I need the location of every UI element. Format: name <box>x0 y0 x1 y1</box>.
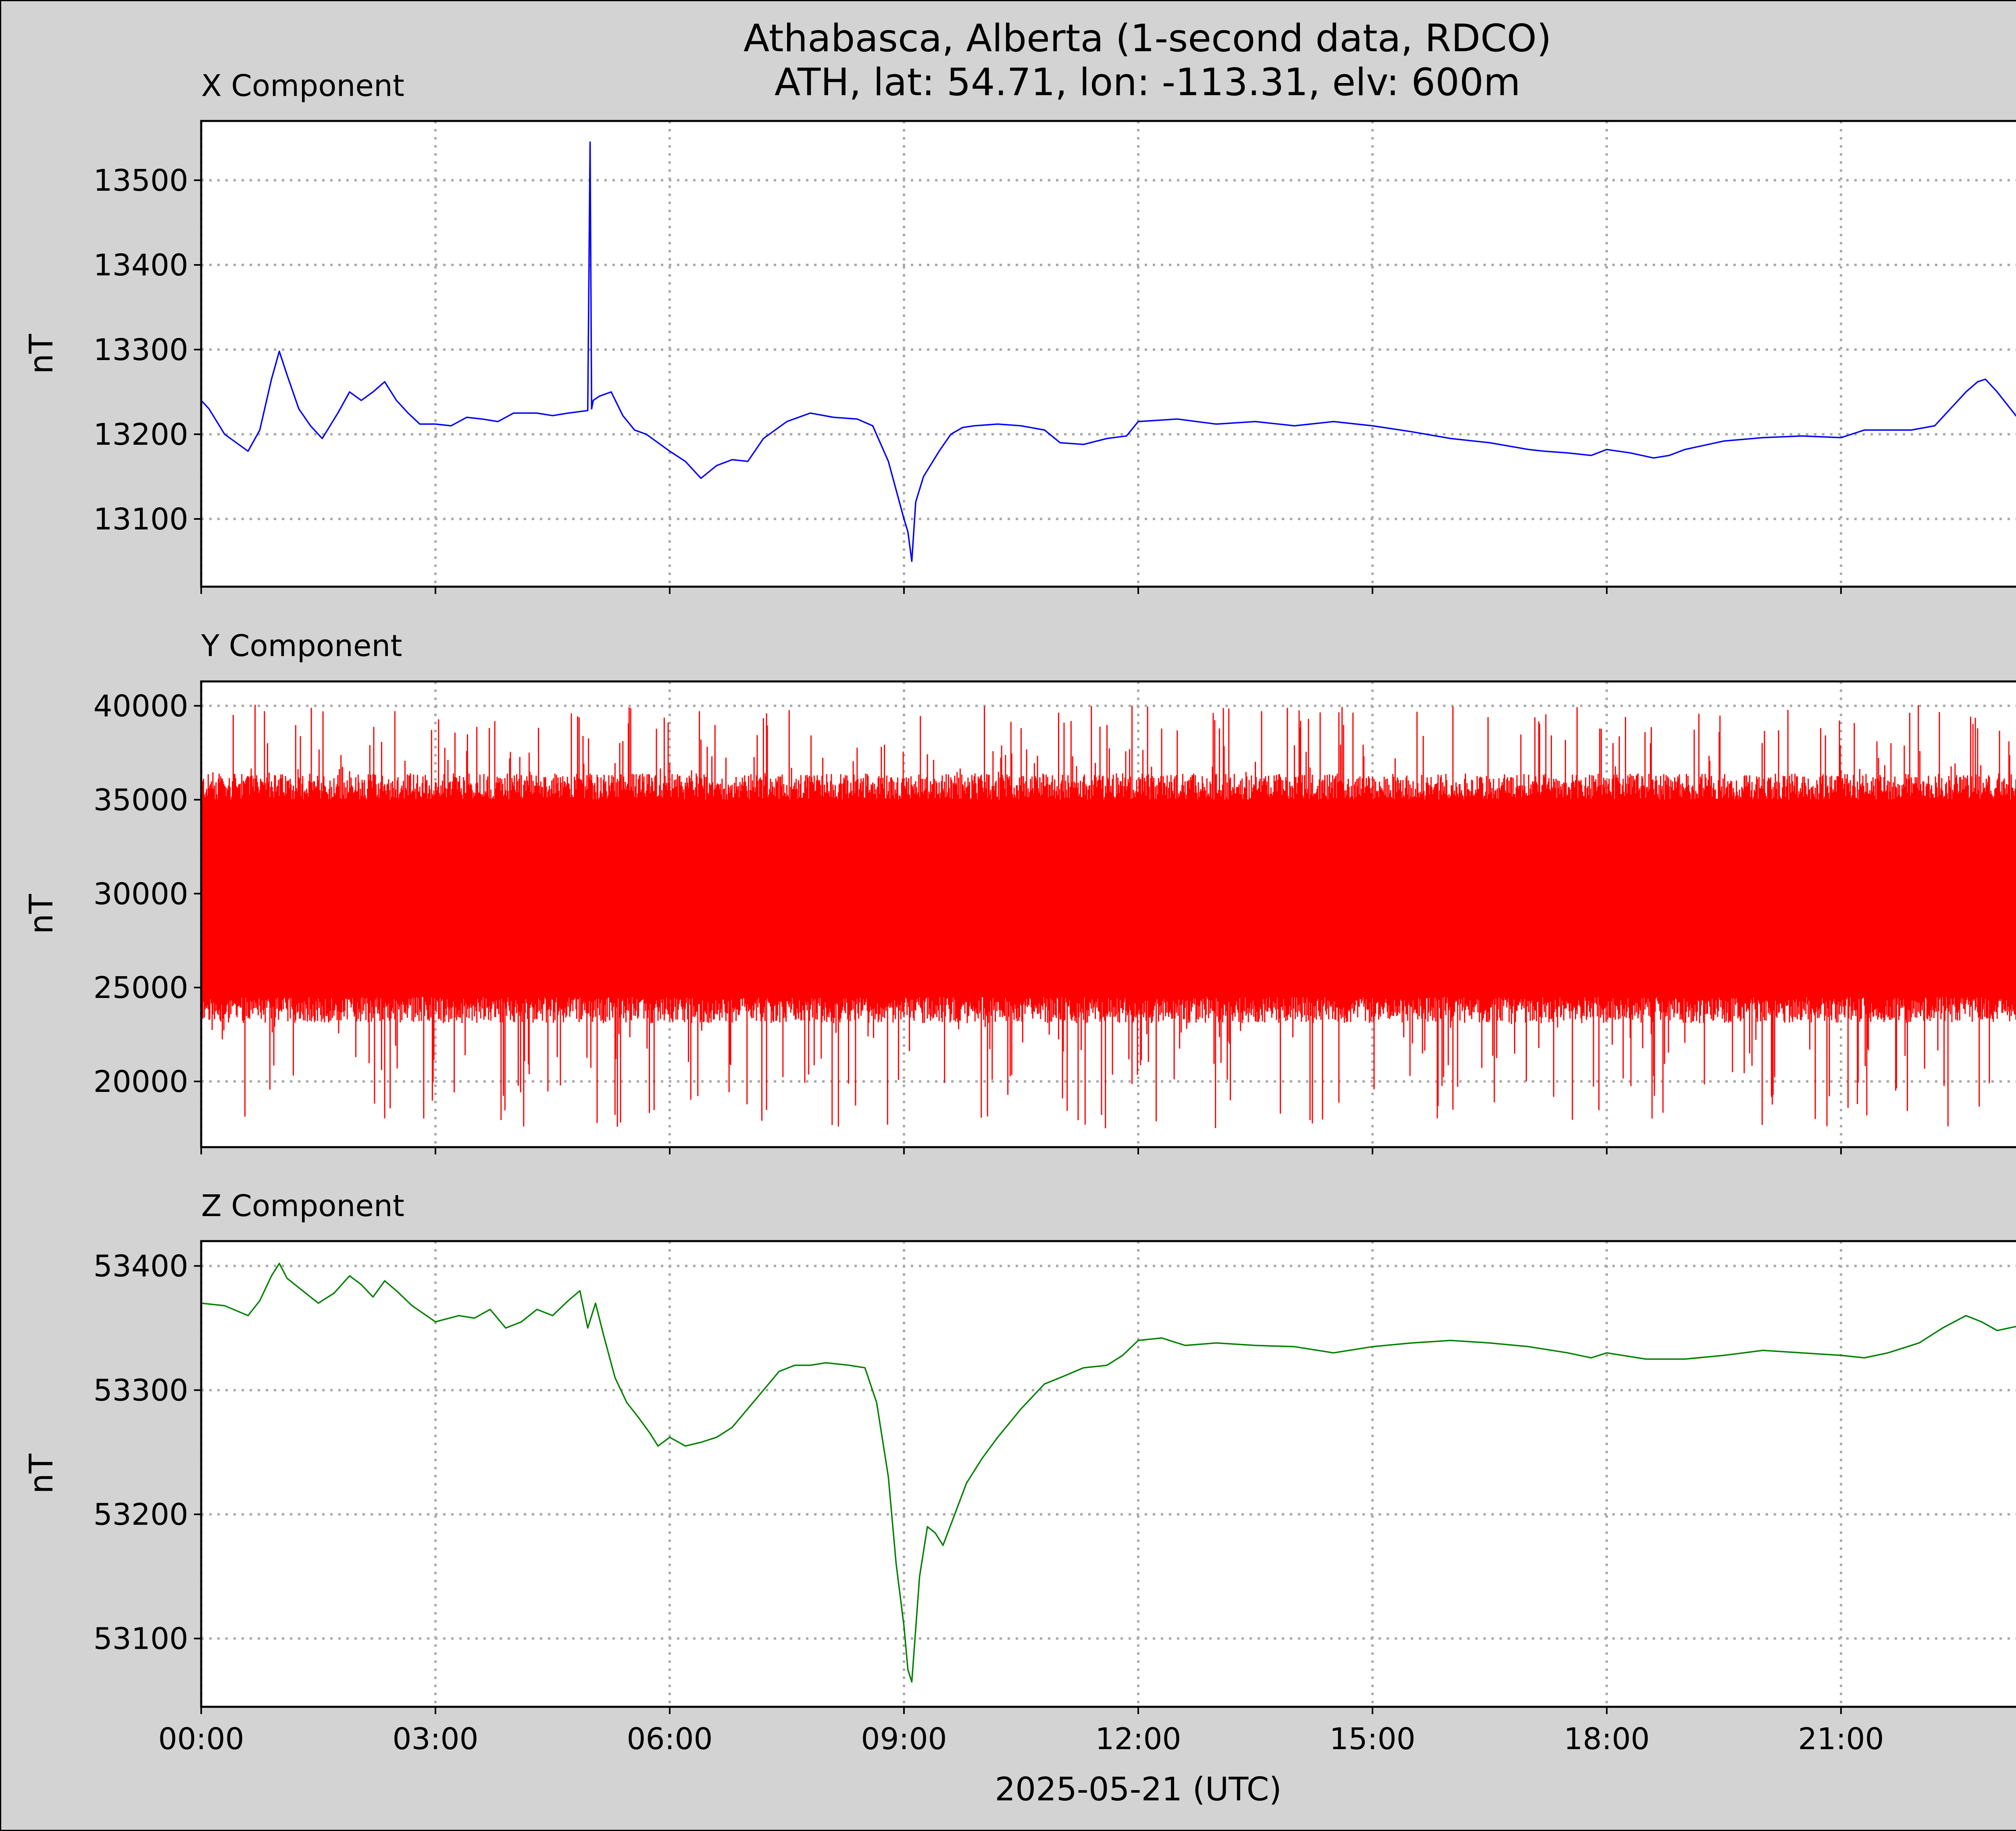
y-tick-label: 35000 <box>94 783 188 817</box>
y-tick-label: 25000 <box>94 971 188 1005</box>
x-tick-label: 03:00 <box>392 1722 478 1756</box>
y-tick-label: 53100 <box>94 1622 188 1656</box>
y-tick-label: 20000 <box>94 1064 188 1099</box>
panel-z-line <box>201 1262 2016 1683</box>
y-tick-label: 40000 <box>94 689 188 724</box>
y-tick-label: 53300 <box>94 1373 188 1408</box>
panel-y-title: Y Component <box>201 629 402 663</box>
panel-y: Y Component 20000 25000 30000 35000 40000 nT <box>23 629 2016 1154</box>
y-tick-label: 13500 <box>94 163 188 198</box>
x-tick-label: 18:00 <box>1564 1722 1649 1756</box>
panel-z-title: Z Component <box>201 1189 404 1223</box>
panel-z-plot-area <box>201 1241 2016 1707</box>
y-tick-label: 53400 <box>94 1249 188 1284</box>
panel-y-frame <box>200 680 2016 1148</box>
panel-y-ylabel: nT <box>23 894 60 934</box>
panel-x-plot-area <box>201 121 2016 587</box>
x-tick-label: 06:00 <box>627 1722 712 1756</box>
y-tick-label: 53200 <box>94 1498 188 1532</box>
panel-x-xticks <box>200 587 1842 594</box>
panel-x-line <box>200 141 2016 562</box>
y-tick-label: 13400 <box>94 248 188 283</box>
panel-y-xticks <box>200 1147 1842 1154</box>
x-tick-label: 12:00 <box>1095 1722 1181 1756</box>
y-tick-label: 30000 <box>94 877 188 911</box>
panel-z-ylabel: nT <box>23 1453 60 1494</box>
panel-x-ylabel: nT <box>23 333 60 374</box>
figure-title-line2: ATH, lat: 54.71, lon: -113.31, elv: 600m <box>775 60 1520 104</box>
y-tick-label: 13200 <box>94 417 188 452</box>
x-tick-label: 15:00 <box>1329 1722 1415 1756</box>
panel-x: X Component 13100 13200 13300 13400 13500 nT <box>23 69 2016 594</box>
panel-z-yticks: 53100 53200 53300 53400 <box>94 1249 201 1656</box>
panel-x-frame <box>200 120 2016 588</box>
y-tick-label: 13100 <box>94 502 188 537</box>
x-tick-label: 21:00 <box>1798 1722 1884 1756</box>
panel-x-yticks: 13100 13200 13300 13400 13500 <box>94 163 201 537</box>
panel-z: Z Component 53100 53200 53300 53400 00:00 03… <box>23 1189 2016 1756</box>
x-tick-label: 09:00 <box>861 1722 947 1756</box>
x-axis-label: 2025-05-21 (UTC) <box>995 1771 1281 1808</box>
x-tick-label: 00:00 <box>158 1722 244 1756</box>
y-tick-label: 13300 <box>94 333 188 367</box>
figure-title-line1: Athabasca, Alberta (1-second data, RDCO) <box>744 17 1552 60</box>
panel-y-yticks: 20000 25000 30000 35000 40000 <box>94 689 201 1099</box>
panel-x-title: X Component <box>201 69 404 103</box>
panel-z-frame <box>200 1240 2016 1708</box>
panel-z-xticks: 00:00 03:00 06:00 09:00 12:00 15:00 18:00 21:00 <box>158 1707 1884 1756</box>
